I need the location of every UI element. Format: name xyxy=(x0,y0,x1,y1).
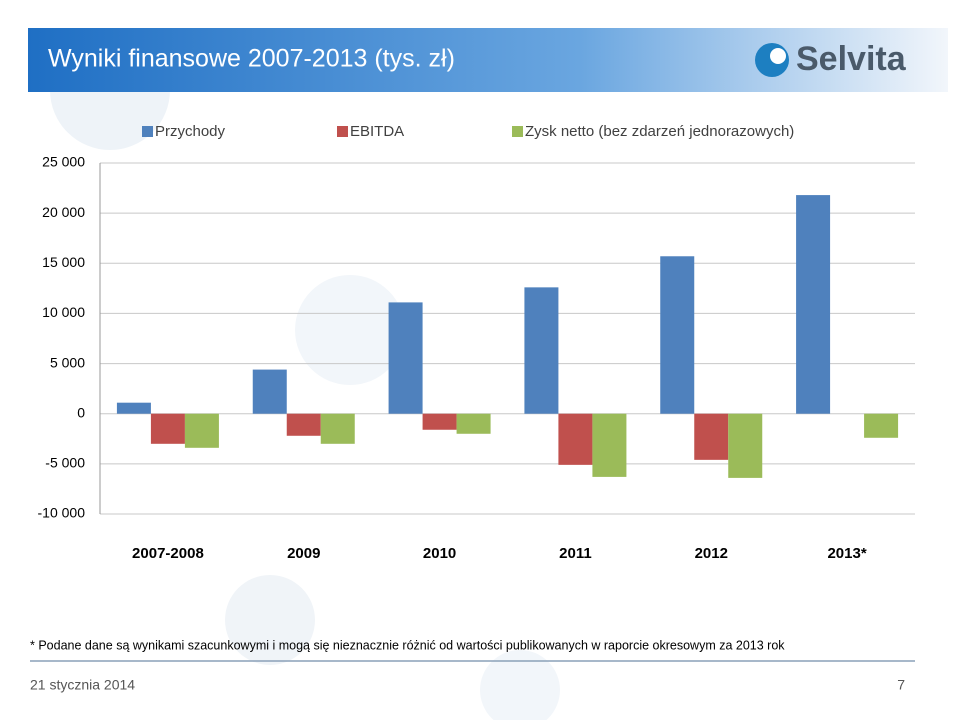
bar xyxy=(422,413,457,430)
page-number: 7 xyxy=(897,677,905,693)
decoration xyxy=(480,650,560,725)
bar xyxy=(184,413,219,448)
footer-date: 21 stycznia 2014 xyxy=(30,677,135,693)
bar xyxy=(558,413,593,465)
y-tick-label: 20 000 xyxy=(42,204,85,220)
bar xyxy=(694,413,729,460)
logo-text: Selvita xyxy=(796,40,907,78)
x-tick-label: 2012 xyxy=(695,545,728,562)
x-tick-label: 2011 xyxy=(559,545,592,562)
bar xyxy=(286,413,321,436)
bar xyxy=(728,413,763,478)
y-tick-label: 0 xyxy=(77,404,85,420)
chart: -10 000 -5 000 0 5 000 10 000 15 000 20 000 25 … xyxy=(38,123,915,562)
decoration xyxy=(225,575,315,665)
title-banner xyxy=(28,28,948,92)
bar xyxy=(150,413,185,444)
y-tick-label: 10 000 xyxy=(42,304,85,320)
footnote: * Podane dane są wynikami szacunkowymi i… xyxy=(30,638,785,652)
logo-icon xyxy=(770,48,786,64)
x-tick-label: 2009 xyxy=(287,545,320,562)
bar xyxy=(252,369,287,414)
bar xyxy=(320,413,355,444)
x-tick-label: 2007-2008 xyxy=(132,545,204,562)
bar xyxy=(388,302,423,414)
slide-title: Wyniki finansowe 2007-2013 (tys. zł) xyxy=(48,45,455,73)
y-tick-label: -5 000 xyxy=(45,455,85,471)
y-tick-label: -10 000 xyxy=(38,505,86,521)
bar xyxy=(116,402,151,414)
y-tick-label: 25 000 xyxy=(42,154,85,170)
bar xyxy=(592,413,627,477)
legend-swatch xyxy=(512,126,523,137)
x-tick-label: 2013* xyxy=(827,545,866,562)
bar xyxy=(456,413,491,434)
legend-swatch xyxy=(142,126,153,137)
bar xyxy=(660,256,695,414)
legend-swatch xyxy=(337,126,348,137)
legend-label: Zysk netto (bez zdarzeń jednorazowych) xyxy=(525,123,794,140)
y-tick-label: 15 000 xyxy=(42,254,85,270)
bar xyxy=(524,287,559,414)
legend-label: Przychody xyxy=(155,123,226,140)
bar xyxy=(864,413,899,438)
legend-label: EBITDA xyxy=(350,123,404,140)
x-tick-label: 2010 xyxy=(423,545,456,562)
decoration xyxy=(295,275,405,385)
bar xyxy=(796,195,831,414)
y-tick-label: 5 000 xyxy=(50,354,85,370)
